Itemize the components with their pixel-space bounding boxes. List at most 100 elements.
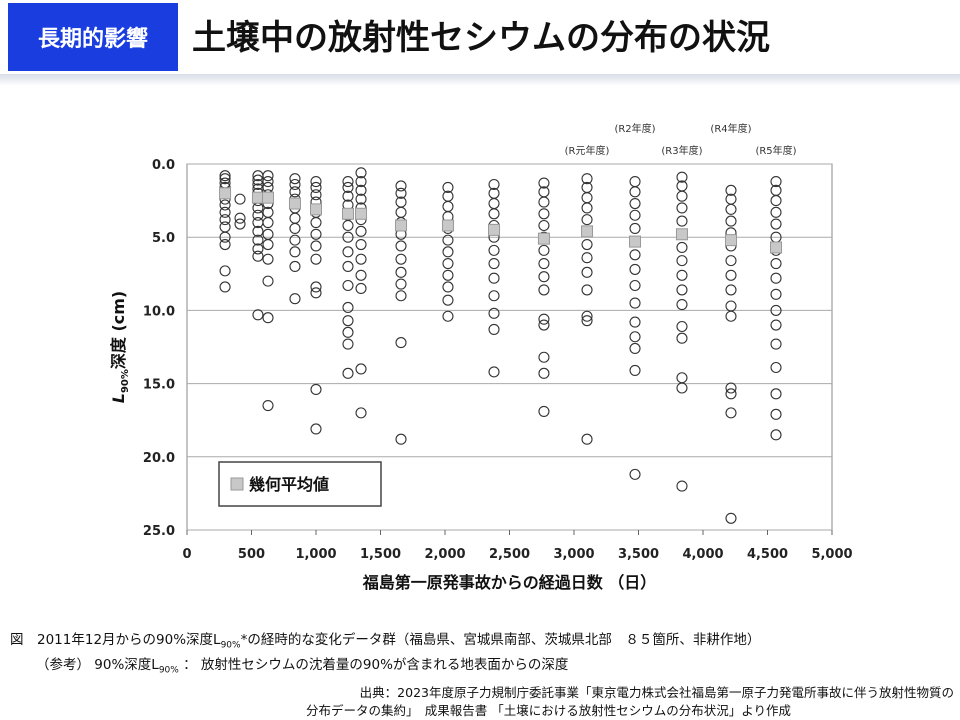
point	[538, 271, 550, 283]
y-label-sub: 90%	[120, 369, 131, 393]
point	[725, 269, 737, 281]
y-axis-label: L90%深度 (cm)	[109, 291, 131, 404]
point	[395, 433, 407, 445]
mean-marker	[675, 228, 688, 241]
point	[488, 290, 500, 302]
point	[395, 180, 407, 192]
point	[725, 388, 737, 400]
point	[581, 433, 593, 445]
point	[289, 173, 301, 185]
point	[252, 309, 264, 321]
point	[310, 253, 322, 265]
point	[581, 310, 593, 322]
slide-title: 土壌中の放射性セシウムの分布の状況	[192, 18, 770, 58]
point	[770, 218, 782, 230]
point	[725, 310, 737, 322]
point	[219, 238, 231, 251]
point	[342, 326, 354, 338]
point	[289, 260, 301, 273]
point	[770, 304, 782, 316]
point	[262, 275, 274, 287]
point	[676, 332, 688, 344]
point	[252, 234, 264, 246]
y-label-main: L	[109, 393, 128, 403]
point	[538, 196, 550, 208]
point	[488, 258, 500, 270]
point	[219, 199, 231, 211]
point	[310, 181, 322, 193]
point	[252, 243, 264, 255]
point	[355, 282, 367, 294]
point	[252, 209, 264, 221]
y-tick-label: 0.0	[152, 158, 175, 173]
point	[488, 208, 500, 220]
y-tick-label: 15.0	[143, 378, 175, 393]
point	[395, 337, 407, 349]
caption-sub: 90%	[158, 665, 179, 676]
source: 出典：2023年度原子力規制庁委託事業「東京電力株式会社福島第一原子力発電所事故…	[359, 685, 954, 700]
point	[219, 170, 231, 182]
x-tick-label: 5,000	[811, 547, 852, 562]
point	[676, 298, 688, 311]
point	[676, 190, 688, 202]
point	[310, 423, 322, 435]
annotation: (R3年度)	[661, 144, 702, 157]
point	[234, 193, 246, 205]
point	[342, 301, 354, 314]
annotation: (R2年度)	[614, 122, 655, 135]
point	[629, 316, 641, 328]
point	[488, 366, 500, 378]
point	[355, 225, 367, 237]
point	[342, 338, 354, 350]
point	[770, 429, 782, 441]
point	[725, 407, 737, 419]
y-tick-label: 5.0	[152, 231, 175, 246]
point	[355, 238, 367, 251]
point	[581, 252, 593, 264]
point	[395, 187, 407, 199]
mean-marker	[629, 235, 642, 248]
point	[581, 214, 593, 226]
point	[538, 351, 550, 363]
point	[725, 512, 737, 524]
point	[581, 173, 593, 185]
mean-marker	[581, 225, 594, 238]
y-tick-label: 10.0	[143, 304, 175, 319]
point	[342, 231, 354, 243]
point	[442, 246, 454, 258]
point	[219, 231, 231, 243]
point	[629, 342, 641, 355]
point	[342, 367, 354, 379]
point	[442, 269, 454, 281]
point	[488, 244, 500, 256]
point	[538, 208, 550, 220]
point	[725, 382, 737, 394]
point	[219, 206, 231, 218]
point	[676, 255, 688, 267]
point	[395, 240, 407, 252]
point	[442, 258, 454, 270]
point	[629, 186, 641, 198]
point	[581, 238, 593, 251]
x-tick-label: 3,000	[553, 547, 594, 562]
point	[770, 288, 782, 300]
point	[395, 278, 407, 290]
point	[355, 407, 367, 419]
point	[629, 197, 641, 210]
point	[342, 260, 354, 273]
point	[676, 241, 688, 253]
x-tick-label: 2,000	[424, 547, 465, 562]
point	[289, 186, 301, 198]
point	[676, 480, 688, 492]
point	[219, 281, 231, 293]
point	[252, 250, 264, 262]
point	[676, 269, 688, 281]
point	[676, 171, 688, 183]
x-tick-label: 1,000	[295, 547, 336, 562]
point	[538, 219, 550, 232]
point	[442, 310, 454, 322]
point	[676, 202, 688, 214]
x-tick-label: 2,500	[489, 547, 530, 562]
point	[488, 307, 500, 319]
